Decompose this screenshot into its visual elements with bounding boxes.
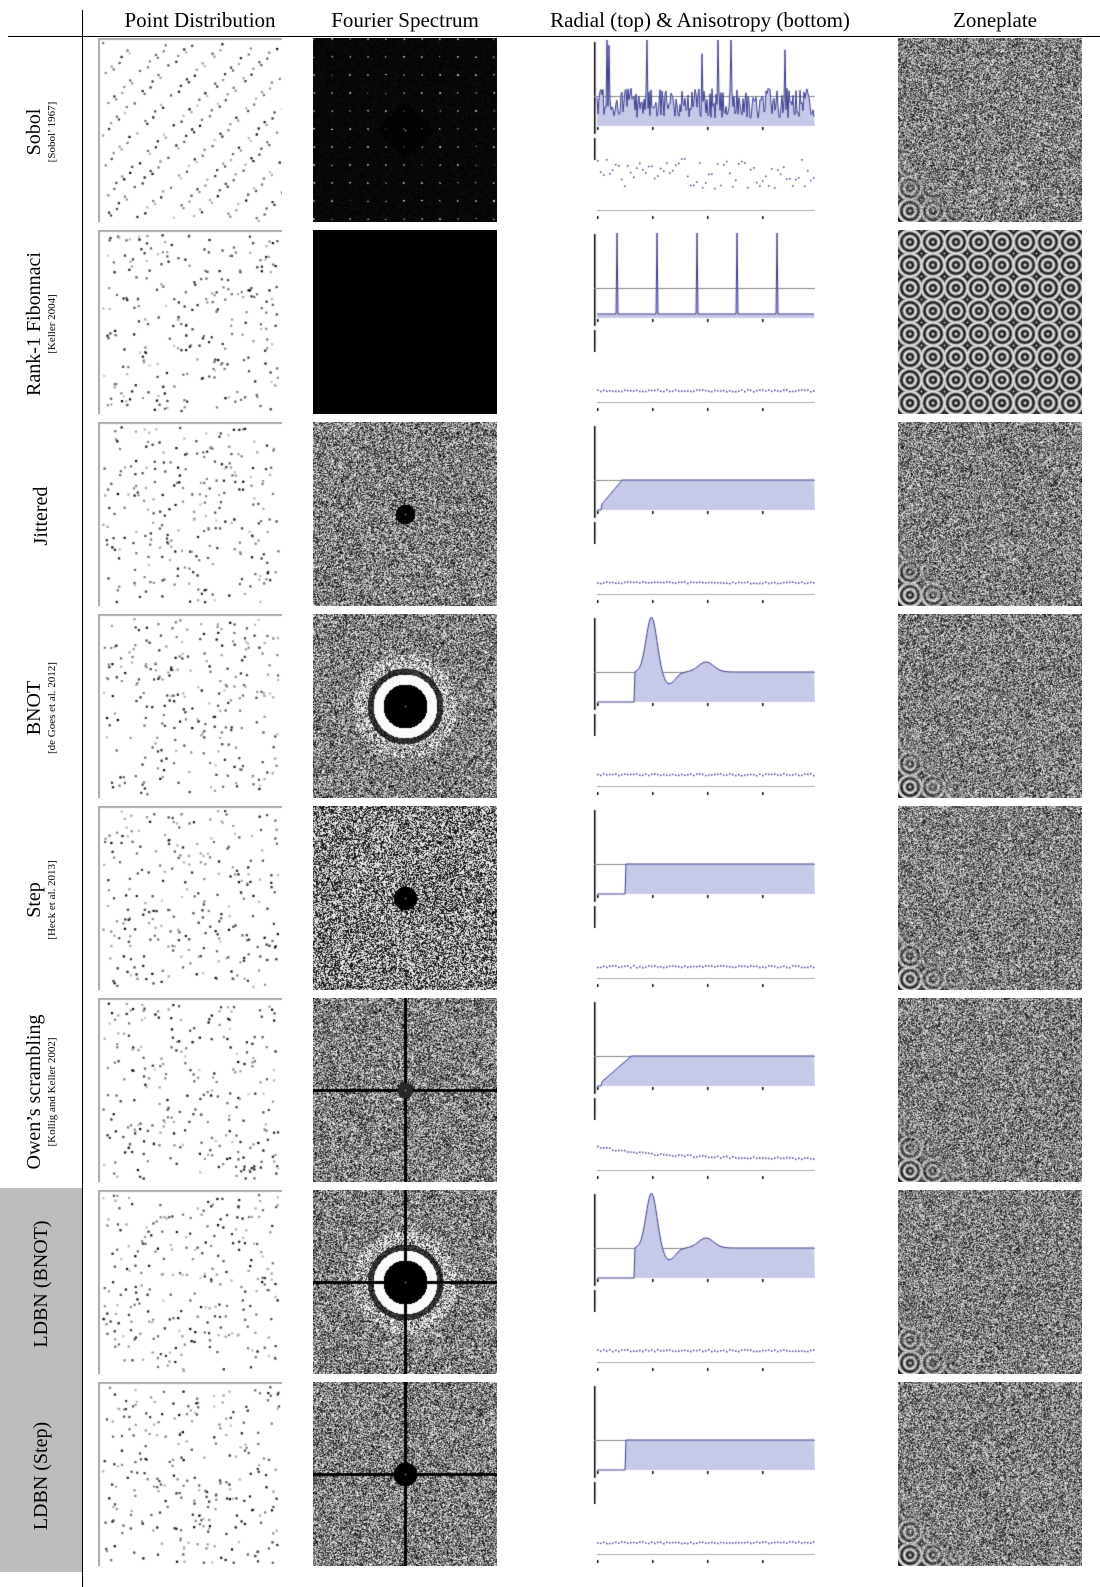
fourier-spectrum-panel	[313, 1190, 497, 1374]
row-label-text: LDBN (BNOT)	[30, 1189, 52, 1379]
method-name: Jittered	[30, 486, 52, 546]
zoneplate-panel	[898, 1190, 1082, 1374]
row-label: Step [Heck et al. 2013]	[0, 804, 82, 996]
method-citation: [Sobol’ 1967]	[46, 101, 58, 163]
fourier-spectrum-panel	[313, 422, 497, 606]
method-citation: [Heck et al. 2013]	[46, 860, 58, 940]
fourier-spectrum-panel	[313, 230, 497, 414]
row-label-text: Step [Heck et al. 2013]	[23, 805, 59, 995]
zoneplate-panel	[898, 38, 1082, 222]
point-distribution-panel	[98, 998, 282, 1182]
radial-anisotropy-panel	[585, 614, 815, 798]
row-label-text: BNOT [de Goes et al. 2012]	[23, 613, 59, 803]
method-citation: [Keller 2004]	[46, 294, 58, 354]
zoneplate-panel	[898, 614, 1082, 798]
row-label: Rank-1 Fibonnaci [Keller 2004]	[0, 228, 82, 420]
radial-anisotropy-panel	[585, 1382, 815, 1566]
row-label: LDBN (Step)	[0, 1380, 82, 1572]
point-distribution-panel	[98, 422, 282, 606]
method-name: LDBN (BNOT)	[30, 1220, 52, 1348]
method-citation: [de Goes et al. 2012]	[46, 662, 58, 754]
point-distribution-panel	[98, 806, 282, 990]
row-label-text: Jittered	[30, 421, 52, 611]
point-distribution-panel	[98, 614, 282, 798]
radial-anisotropy-panel	[585, 998, 815, 1182]
method-name: BNOT	[23, 680, 45, 736]
radial-anisotropy-panel	[585, 806, 815, 990]
row-label-text: Sobol [Sobol’ 1967]	[23, 37, 59, 227]
header-fourier-spectrum: Fourier Spectrum	[331, 8, 479, 32]
fourier-spectrum-panel	[313, 1382, 497, 1566]
zoneplate-panel	[898, 1382, 1082, 1566]
method-name: Step	[23, 882, 45, 918]
header-rule	[8, 36, 1100, 37]
radial-anisotropy-panel	[585, 422, 815, 606]
header-zoneplate: Zoneplate	[953, 8, 1037, 32]
zoneplate-panel	[898, 230, 1082, 414]
method-citation: [Kollig and Keller 2002]	[46, 1037, 58, 1147]
point-distribution-panel	[98, 38, 282, 222]
point-distribution-panel	[98, 1190, 282, 1374]
method-name: Rank-1 Fibonnaci	[23, 252, 45, 396]
radial-anisotropy-panel	[585, 38, 815, 222]
radial-anisotropy-panel	[585, 230, 815, 414]
zoneplate-panel	[898, 422, 1082, 606]
method-name: LDBN (Step)	[30, 1421, 52, 1531]
fourier-spectrum-panel	[313, 998, 497, 1182]
row-label: LDBN (BNOT)	[0, 1188, 82, 1380]
row-label-text: Rank-1 Fibonnaci [Keller 2004]	[23, 229, 59, 419]
point-distribution-panel	[98, 1382, 282, 1566]
label-column-rule	[82, 10, 83, 1587]
fourier-spectrum-panel	[313, 614, 497, 798]
zoneplate-panel	[898, 998, 1082, 1182]
row-label: Sobol [Sobol’ 1967]	[0, 36, 82, 228]
row-label: BNOT [de Goes et al. 2012]	[0, 612, 82, 804]
method-name: Owen’s scrambling	[23, 1014, 45, 1170]
fourier-spectrum-panel	[313, 806, 497, 990]
header-point-distribution: Point Distribution	[124, 8, 276, 32]
row-label-text: LDBN (Step)	[30, 1381, 52, 1571]
row-label: Jittered	[0, 420, 82, 612]
radial-anisotropy-panel	[585, 1190, 815, 1374]
row-label-text: Owen’s scrambling [Kollig and Keller 2002…	[23, 997, 59, 1187]
zoneplate-panel	[898, 806, 1082, 990]
row-label: Owen’s scrambling [Kollig and Keller 2002…	[0, 996, 82, 1188]
header-radial-anisotropy: Radial (top) & Anisotropy (bottom)	[550, 8, 850, 32]
fourier-spectrum-panel	[313, 38, 497, 222]
point-distribution-panel	[98, 230, 282, 414]
method-name: Sobol	[23, 108, 45, 156]
